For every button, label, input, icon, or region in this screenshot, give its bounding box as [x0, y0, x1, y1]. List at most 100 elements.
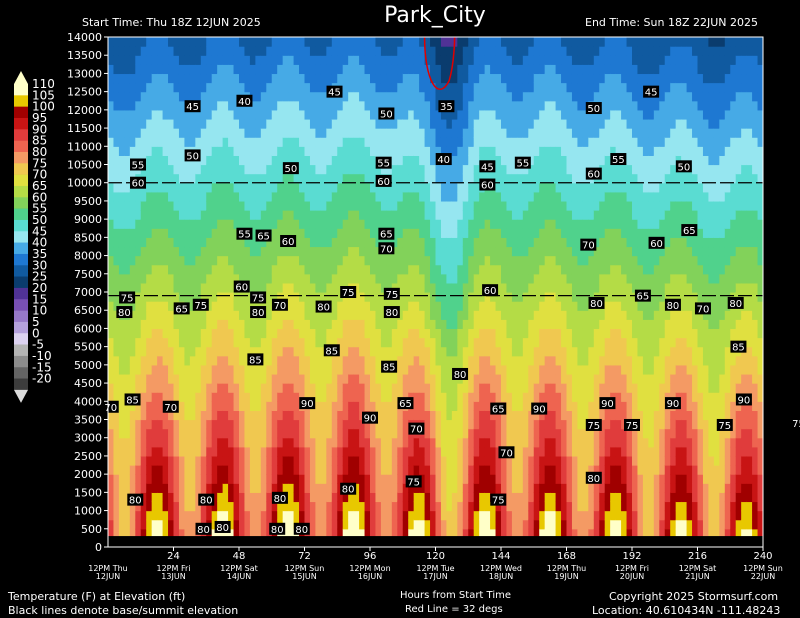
colorbar-swatch [14, 378, 28, 391]
colorbar-label: 75 [32, 156, 47, 170]
contour-label: 60 [648, 236, 665, 250]
contour-label: 80 [127, 493, 144, 507]
chart-title: Park_City [384, 3, 486, 28]
colorbar-label: -15 [32, 360, 52, 374]
contour-label: 80 [315, 300, 332, 314]
colorbar-label: 45 [32, 224, 47, 238]
colorbar-label: 110 [32, 77, 55, 91]
y-tick-label: 10000 [67, 177, 102, 190]
y-tick-label: 12500 [67, 86, 102, 99]
x-tick-label: 48 [233, 551, 246, 562]
colorbar-swatch [14, 219, 28, 232]
y-tick-label: 1000 [74, 505, 102, 518]
contour-label: 55 [610, 153, 627, 166]
contour-label: 80 [269, 522, 286, 536]
colorbar-swatch [14, 287, 28, 300]
contour-label: 85 [381, 360, 398, 374]
end-time: End Time: Sun 18Z 22JUN 2025 [585, 16, 758, 29]
contour-label: 65 [378, 227, 395, 241]
y-tick-label: 11500 [67, 122, 102, 135]
colorbar-label: 95 [32, 111, 47, 125]
contour-label: 55 [130, 158, 147, 172]
contour-label: 50 [282, 162, 299, 175]
contour-label: 40 [236, 94, 253, 108]
contour-label: 70 [498, 446, 515, 459]
colorbar-swatch [14, 174, 28, 187]
colorbar-label: -20 [32, 372, 52, 386]
colorbar-swatch [14, 117, 28, 130]
contour-label: 90 [531, 402, 548, 416]
contour-label: 80 [585, 471, 602, 485]
contour-label: 75 [585, 418, 602, 432]
red-line-note: Red Line = 32 degs [405, 604, 503, 615]
y-tick-label: 6000 [74, 322, 102, 335]
colorbar-swatch [14, 299, 28, 311]
colorbar-label: 20 [32, 281, 47, 295]
y-tick-label: 4000 [74, 395, 102, 408]
contour-label: 60 [280, 235, 297, 248]
colorbar-swatch [14, 333, 28, 345]
y-tick-label: 2500 [74, 450, 102, 463]
location: Location: 40.610434N -111.48243 [592, 604, 781, 617]
colorbar-label: 65 [32, 179, 47, 193]
colorbar-swatch [14, 253, 28, 266]
colorbar-label: 80 [32, 145, 47, 159]
colorbar-label: 15 [32, 292, 47, 306]
x-tick-label: 24 [167, 551, 180, 562]
contour-label: 80 [198, 493, 215, 507]
colorbar-swatch [14, 140, 28, 153]
colorbar-label: 5 [32, 315, 40, 329]
contour-label: 80 [195, 522, 212, 536]
contour-label: 50 [378, 107, 395, 121]
colorbar: 1101051009590858075706560555045403530252… [14, 71, 55, 403]
colorbar-swatch [14, 355, 28, 368]
contour-label: 75 [716, 418, 733, 432]
colorbar-swatch [14, 185, 28, 198]
colorbar-swatch [14, 231, 28, 243]
contour-label: 65 [634, 289, 651, 303]
colorbar-swatch [14, 106, 28, 119]
colorbar-label: 0 [32, 326, 40, 340]
y-axis-description: Temperature (F) at Elevation (ft) [8, 590, 186, 603]
start-time: Start Time: Thu 18Z 12JUN 2025 [82, 16, 261, 29]
contour-label: 80 [383, 306, 400, 319]
y-tick-label: 2000 [74, 468, 102, 481]
contour-label: 80 [250, 306, 267, 319]
colorbar-label: -10 [32, 349, 52, 363]
contour-label: 80 [664, 298, 681, 312]
contour-label: 90 [362, 411, 378, 425]
y-tick-label: 500 [81, 523, 102, 536]
contour-label: 40 [435, 153, 452, 166]
x-tick-label: 240 [753, 551, 772, 562]
colorbar-top-arrow [14, 71, 28, 84]
colorbar-swatch [14, 276, 28, 289]
y-tick-label: 5500 [74, 341, 102, 354]
contour-label: 90 [599, 397, 616, 410]
contour-label: 80 [214, 520, 231, 534]
colorbar-label: 70 [32, 168, 47, 182]
base-summit-note: Black lines denote base/summit elevation [8, 604, 239, 617]
contour-label: 90 [735, 393, 752, 406]
colorbar-swatch [14, 367, 28, 379]
contour-label: 80 [727, 296, 744, 310]
x-axis-label: Hours from Start Time [400, 590, 512, 601]
contour-label: 75 [383, 287, 400, 301]
contour-label: 80 [588, 296, 605, 310]
y-tick-label: 4500 [74, 377, 102, 390]
y-tick-label: 13000 [67, 67, 102, 80]
y-tick-label: 14000 [67, 31, 102, 44]
colorbar-swatch [14, 344, 28, 357]
contour-label: 80 [271, 491, 288, 505]
contour-label: 75 [405, 475, 422, 488]
colorbar-label: 25 [32, 270, 47, 284]
colorbar-swatch [14, 321, 28, 334]
contour-label: 55 [236, 227, 253, 241]
colorbar-swatch [14, 310, 28, 323]
contour-label: 75 [340, 286, 357, 299]
